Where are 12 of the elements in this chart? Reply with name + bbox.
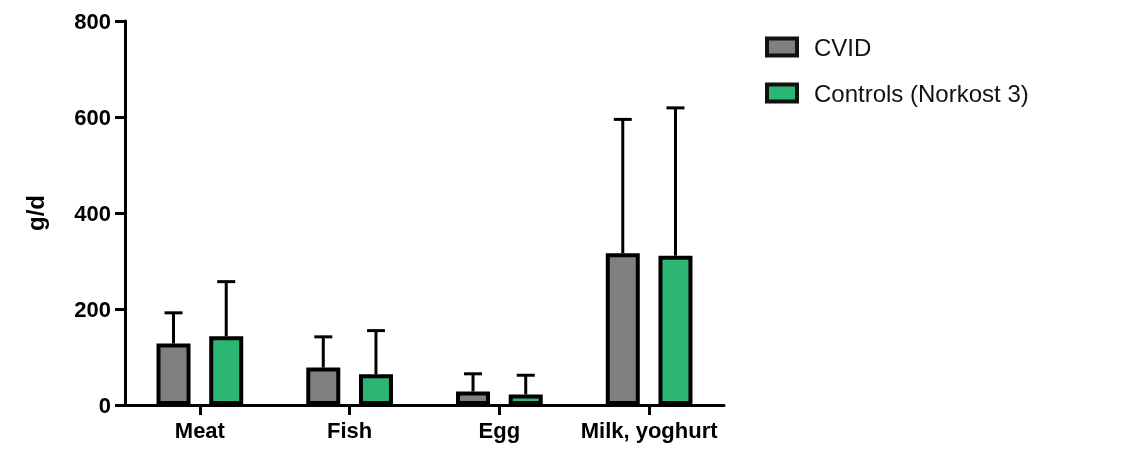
y-tick-label: 400 <box>74 200 111 226</box>
y-tick-label: 0 <box>98 392 111 418</box>
y-tick-label: 800 <box>74 8 111 34</box>
legend-label: Controls (Norkost 3) <box>814 79 1029 107</box>
x-tick-label: Fish <box>327 417 373 443</box>
x-tick-label: Egg <box>478 417 521 443</box>
y-tick-label: 200 <box>74 296 111 322</box>
x-tick-label: Milk, yoghurt <box>580 417 719 443</box>
x-tick-label: Meat <box>174 417 226 443</box>
y-axis-title: g/d <box>21 195 49 231</box>
legend-label: CVID <box>814 33 872 61</box>
y-tick-label: 600 <box>74 104 111 130</box>
